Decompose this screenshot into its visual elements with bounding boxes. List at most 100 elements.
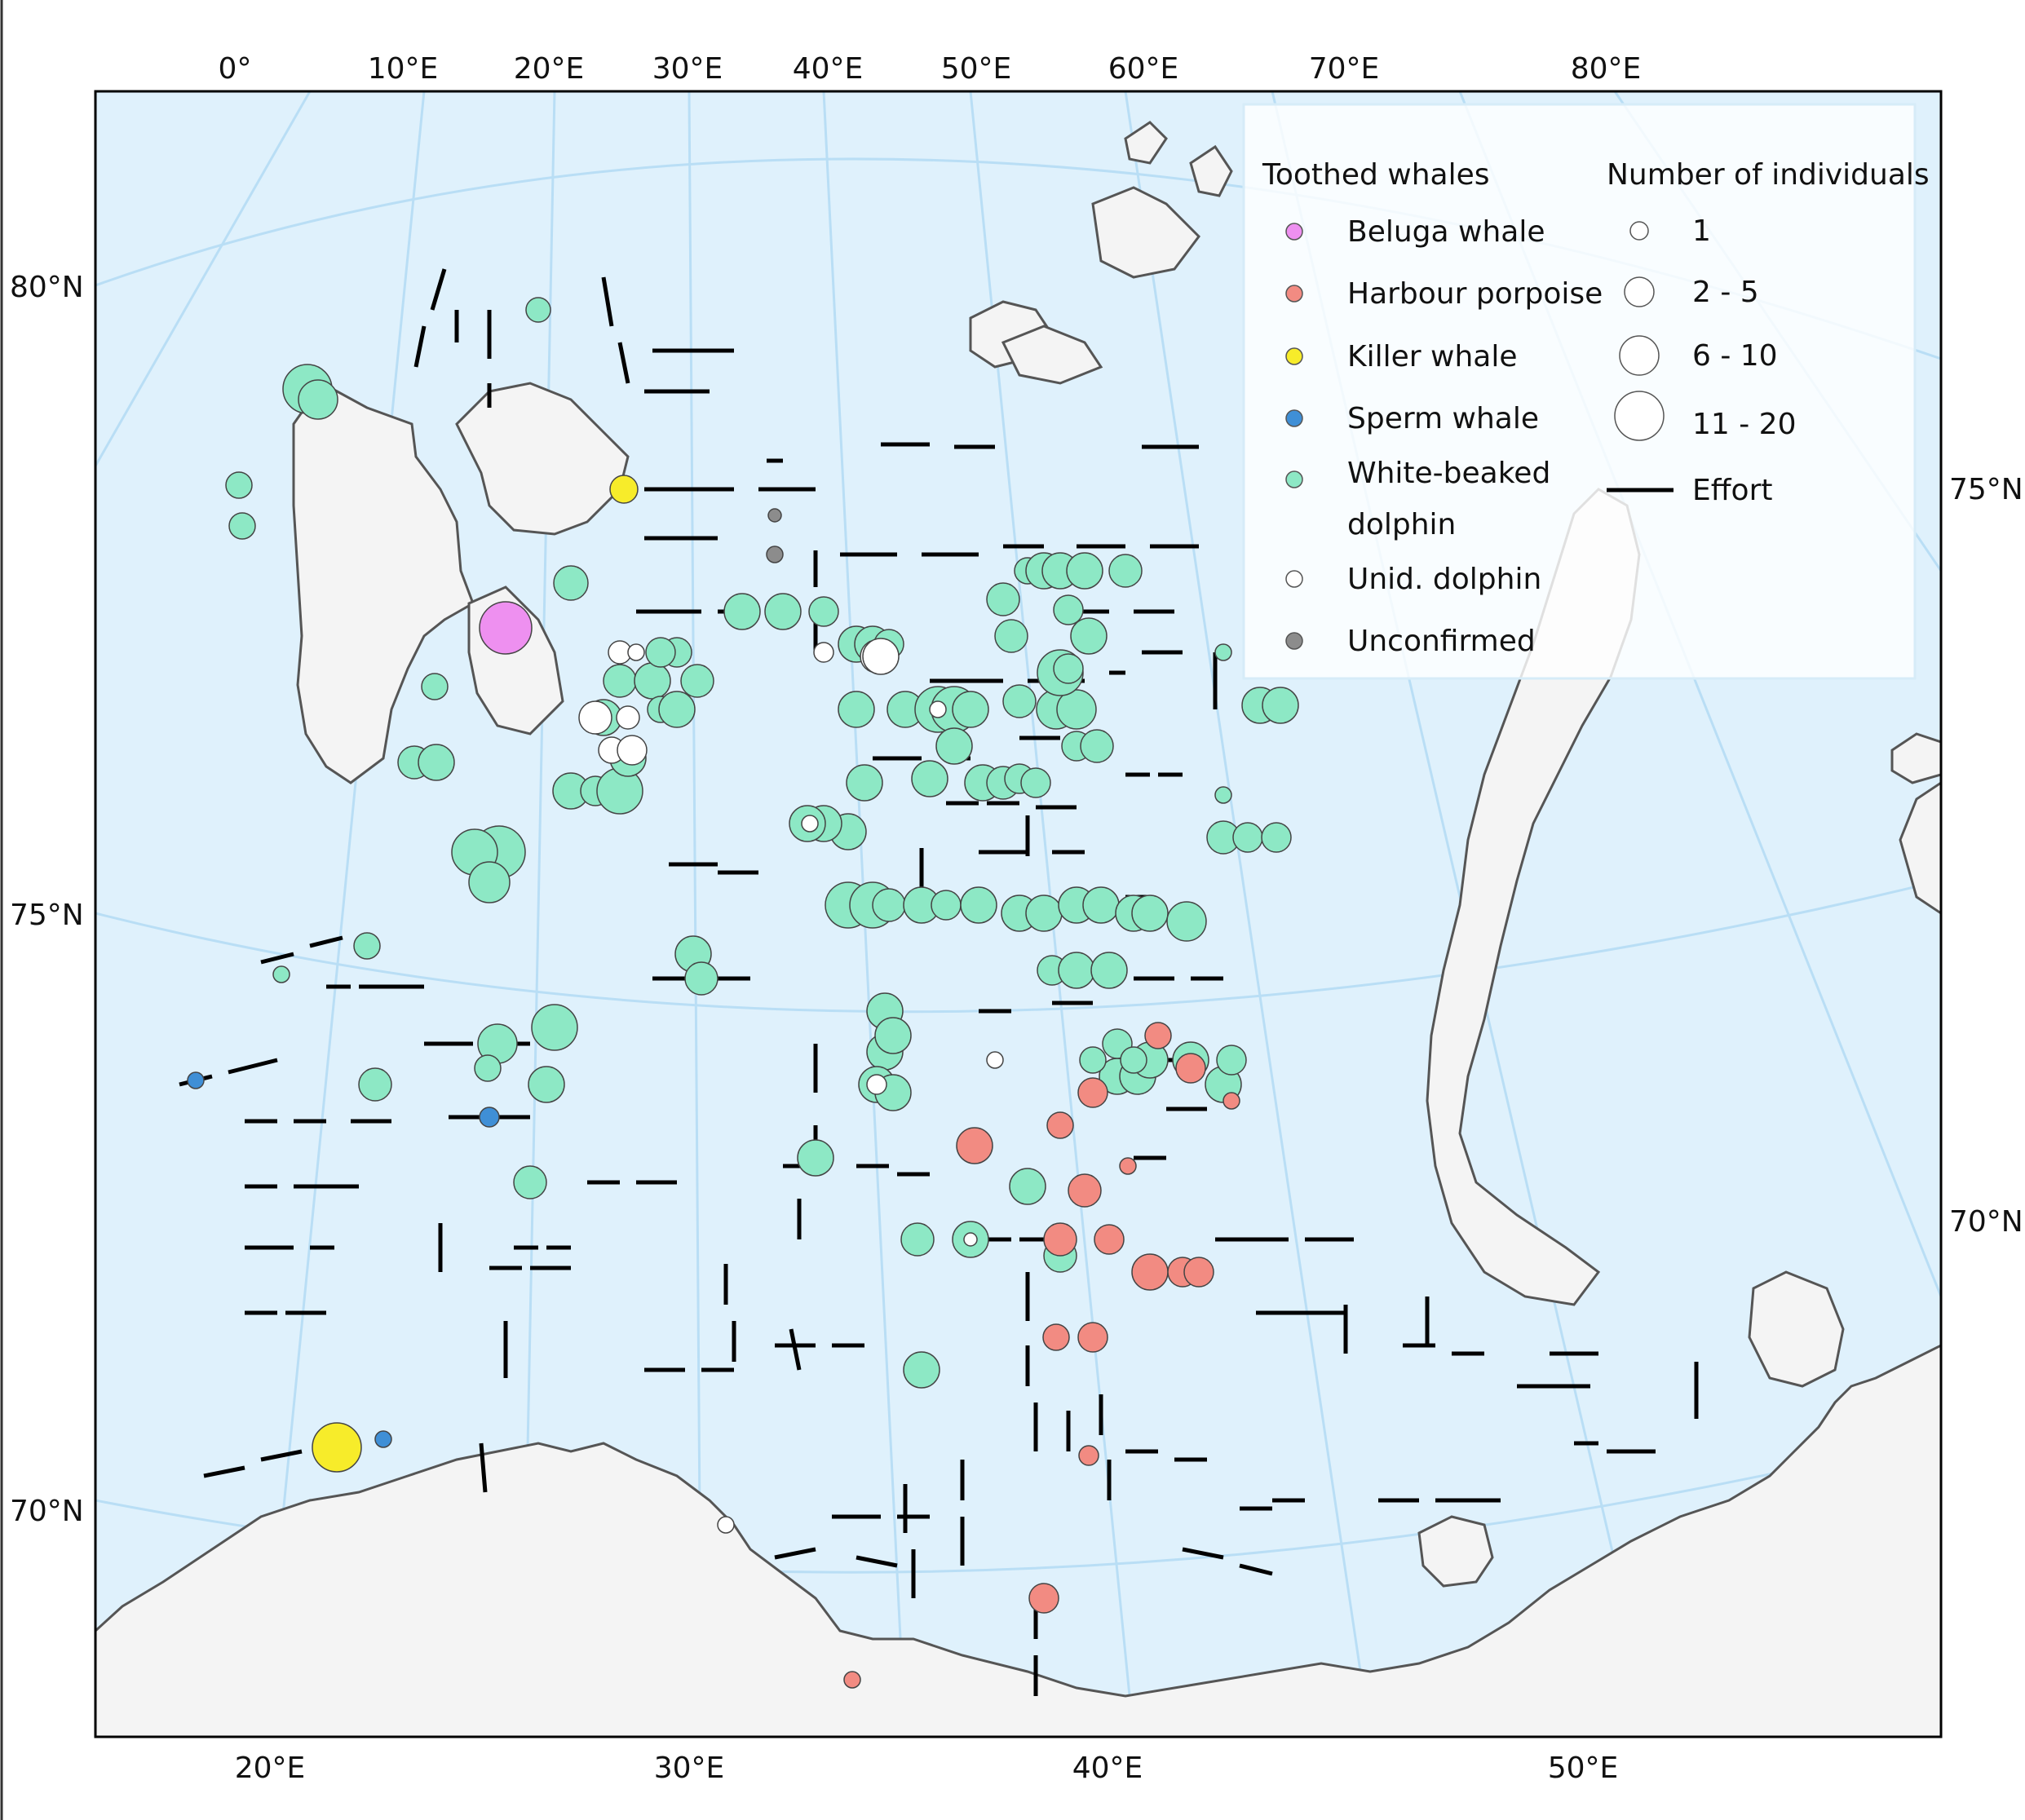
effort-segment xyxy=(413,325,427,368)
sighting-marker xyxy=(1131,895,1169,932)
sightings xyxy=(187,297,1299,1689)
sighting-marker xyxy=(767,508,782,523)
top-lon-label: 40°E xyxy=(793,52,864,86)
legend-size-label-1: 1 xyxy=(1692,214,1711,248)
legend-label-harbour-porpoise: Harbour porpoise xyxy=(1347,277,1603,311)
sighting-marker xyxy=(474,1054,502,1082)
effort-segment xyxy=(789,1328,802,1371)
sighting-marker xyxy=(553,565,589,601)
top-lon-label: 80°E xyxy=(1571,52,1642,86)
sighting-marker xyxy=(1079,1046,1107,1074)
sighting-marker xyxy=(525,297,551,323)
sighting-marker xyxy=(634,662,671,700)
sighting-marker xyxy=(1166,901,1207,942)
sighting-marker xyxy=(1261,822,1292,853)
sighting-marker xyxy=(764,593,802,630)
effort-segment xyxy=(1239,1563,1273,1576)
effort-segment xyxy=(228,1058,278,1075)
sighting-marker xyxy=(1214,786,1232,804)
effort-segment xyxy=(856,1555,898,1568)
effort-segment xyxy=(309,935,343,948)
sighting-marker xyxy=(617,735,648,766)
sighting-marker xyxy=(1080,729,1114,763)
kanin-peninsula-land xyxy=(1748,1270,1845,1388)
sighting-marker xyxy=(1028,1583,1059,1614)
sighting-marker xyxy=(1056,689,1097,730)
sighting-marker xyxy=(1094,1224,1125,1255)
legend-swatch-unid-dolphin xyxy=(1285,570,1303,588)
effort-segment xyxy=(430,268,447,311)
tick-labels: 0° 10°E 20°E 30°E 40°E 50°E 60°E 70°E 80… xyxy=(10,52,2023,1785)
kolguev-island-land xyxy=(1417,1515,1494,1588)
right-lat-label: 70°N xyxy=(1949,1205,2023,1239)
legend-label-beluga: Beluga whale xyxy=(1347,215,1545,249)
sighting-marker xyxy=(228,512,256,540)
sighting-marker xyxy=(874,1017,912,1054)
sighting-marker xyxy=(838,691,875,728)
legend-size-label-6-10: 6 - 10 xyxy=(1692,339,1778,373)
sighting-marker xyxy=(468,861,511,903)
sighting-marker xyxy=(717,1516,735,1534)
sighting-marker xyxy=(1002,684,1037,718)
sighting-marker xyxy=(1077,1077,1108,1108)
legend-swatch-harbour-porpoise xyxy=(1285,285,1303,303)
sighting-marker xyxy=(986,1051,1004,1069)
effort-segment xyxy=(260,952,294,965)
sighting-marker xyxy=(1175,1053,1206,1084)
novaya-zemlya-land xyxy=(1426,488,1641,1306)
sighting-marker xyxy=(813,642,834,663)
effort-tracks xyxy=(179,268,1699,1696)
legend-box xyxy=(1242,103,1917,680)
legend-label-sperm-whale: Sperm whale xyxy=(1347,402,1539,435)
legend-size-11-20 xyxy=(1614,391,1665,441)
sighting-marker xyxy=(960,886,997,924)
legend-label-white-beaked-dolphin: White-beaked xyxy=(1347,457,1550,490)
bottom-lon-label: 40°E xyxy=(1072,1752,1143,1785)
sighting-marker xyxy=(479,1107,500,1128)
sighting-marker xyxy=(929,700,947,718)
sighting-marker xyxy=(1223,1092,1240,1110)
sighting-marker xyxy=(298,379,338,420)
sighting-marker xyxy=(862,638,900,675)
effort-segment xyxy=(479,1442,488,1493)
left-lat-label: 75°N xyxy=(10,899,84,932)
sighting-marker xyxy=(866,1074,887,1095)
bottom-lon-label: 30°E xyxy=(654,1752,725,1785)
sighting-marker xyxy=(1066,552,1103,590)
sighting-marker xyxy=(872,888,906,922)
legend-size-label-11-20: 11 - 20 xyxy=(1692,408,1797,441)
top-lon-label: 30°E xyxy=(652,52,723,86)
sighting-marker xyxy=(801,815,819,833)
sighting-marker xyxy=(963,1232,978,1247)
legend: Toothed whales Number of individuals Bel… xyxy=(1242,103,1930,680)
legend-label-white-beaked-dolphin-line2: dolphin xyxy=(1347,508,1456,541)
left-lat-label: 70°N xyxy=(10,1495,84,1528)
bottom-lon-label: 20°E xyxy=(235,1752,306,1785)
sighting-marker xyxy=(225,471,253,499)
sighting-marker xyxy=(1058,952,1095,989)
sighting-marker xyxy=(603,664,637,698)
sighting-marker xyxy=(900,1222,935,1257)
effort-segment xyxy=(617,342,630,384)
effort-segment xyxy=(1182,1547,1224,1560)
sighting-marker xyxy=(1009,1168,1046,1205)
sighting-marker xyxy=(1046,1111,1074,1139)
top-lon-label: 10°E xyxy=(368,52,439,86)
legend-label-unid-dolphin: Unid. dolphin xyxy=(1347,563,1541,596)
top-lon-label: 50°E xyxy=(941,52,1012,86)
sighting-marker xyxy=(986,582,1020,616)
top-lon-label: 70°E xyxy=(1309,52,1380,86)
sighting-marker xyxy=(1144,1022,1172,1049)
sighting-marker xyxy=(1090,952,1128,989)
sighting-marker xyxy=(1216,1045,1247,1076)
left-lat-label: 80°N xyxy=(10,271,84,304)
top-lon-label: 0° xyxy=(219,52,252,86)
sighting-marker xyxy=(1131,1253,1169,1291)
legend-swatch-white-beaked-dolphin xyxy=(1285,470,1303,488)
sighting-marker xyxy=(187,1071,205,1089)
sighting-marker xyxy=(1120,1046,1147,1074)
legend-swatch-beluga xyxy=(1285,223,1303,241)
sighting-marker xyxy=(1042,1323,1070,1351)
sighting-marker xyxy=(1025,895,1063,932)
legend-label-unconfirmed: Unconfirmed xyxy=(1347,625,1536,658)
